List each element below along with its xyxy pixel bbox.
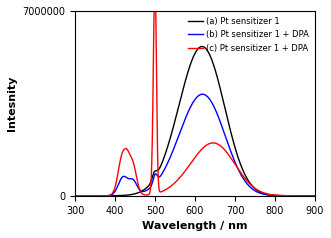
(a) Pt sensitizer 1 (129, 193, 133, 196)
Y-axis label: Intesnity: Intesnity (7, 76, 17, 131)
(b) Pt sensitizer 1 + DPA (164, 166, 167, 169)
(a) Pt sensitizer 1 (130, 193, 134, 196)
X-axis label: Wavelength / nm: Wavelength / nm (142, 221, 248, 231)
(a) Pt sensitizer 1 (200, 45, 204, 48)
(a) Pt sensitizer 1 (313, 194, 317, 197)
(c) Pt sensitizer 1 + DPA (129, 155, 133, 158)
(c) Pt sensitizer 1 + DPA (313, 194, 317, 197)
(c) Pt sensitizer 1 + DPA (73, 194, 77, 197)
(a) Pt sensitizer 1 (311, 194, 315, 197)
(b) Pt sensitizer 1 + DPA (181, 124, 185, 127)
(a) Pt sensitizer 1 (164, 152, 167, 155)
Legend: (a) Pt sensitizer 1, (b) Pt sensitizer 1 + DPA, (c) Pt sensitizer 1 + DPA: (a) Pt sensitizer 1, (b) Pt sensitizer 1… (186, 15, 311, 55)
(b) Pt sensitizer 1 + DPA (129, 177, 133, 180)
(b) Pt sensitizer 1 + DPA (201, 93, 205, 96)
(a) Pt sensitizer 1 (181, 90, 185, 93)
(b) Pt sensitizer 1 + DPA (130, 178, 134, 180)
(b) Pt sensitizer 1 + DPA (131, 178, 135, 181)
(c) Pt sensitizer 1 + DPA (181, 173, 185, 176)
(c) Pt sensitizer 1 + DPA (131, 161, 135, 164)
(a) Pt sensitizer 1 (73, 194, 77, 197)
Line: (c) Pt sensitizer 1 + DPA: (c) Pt sensitizer 1 + DPA (75, 0, 315, 196)
(c) Pt sensitizer 1 + DPA (130, 158, 134, 160)
Line: (a) Pt sensitizer 1: (a) Pt sensitizer 1 (75, 46, 315, 196)
Line: (b) Pt sensitizer 1 + DPA: (b) Pt sensitizer 1 + DPA (75, 94, 315, 196)
(b) Pt sensitizer 1 + DPA (73, 194, 77, 197)
(c) Pt sensitizer 1 + DPA (311, 194, 315, 197)
(b) Pt sensitizer 1 + DPA (313, 194, 317, 197)
(a) Pt sensitizer 1 (131, 193, 135, 196)
(b) Pt sensitizer 1 + DPA (311, 194, 315, 197)
(c) Pt sensitizer 1 + DPA (164, 188, 167, 191)
